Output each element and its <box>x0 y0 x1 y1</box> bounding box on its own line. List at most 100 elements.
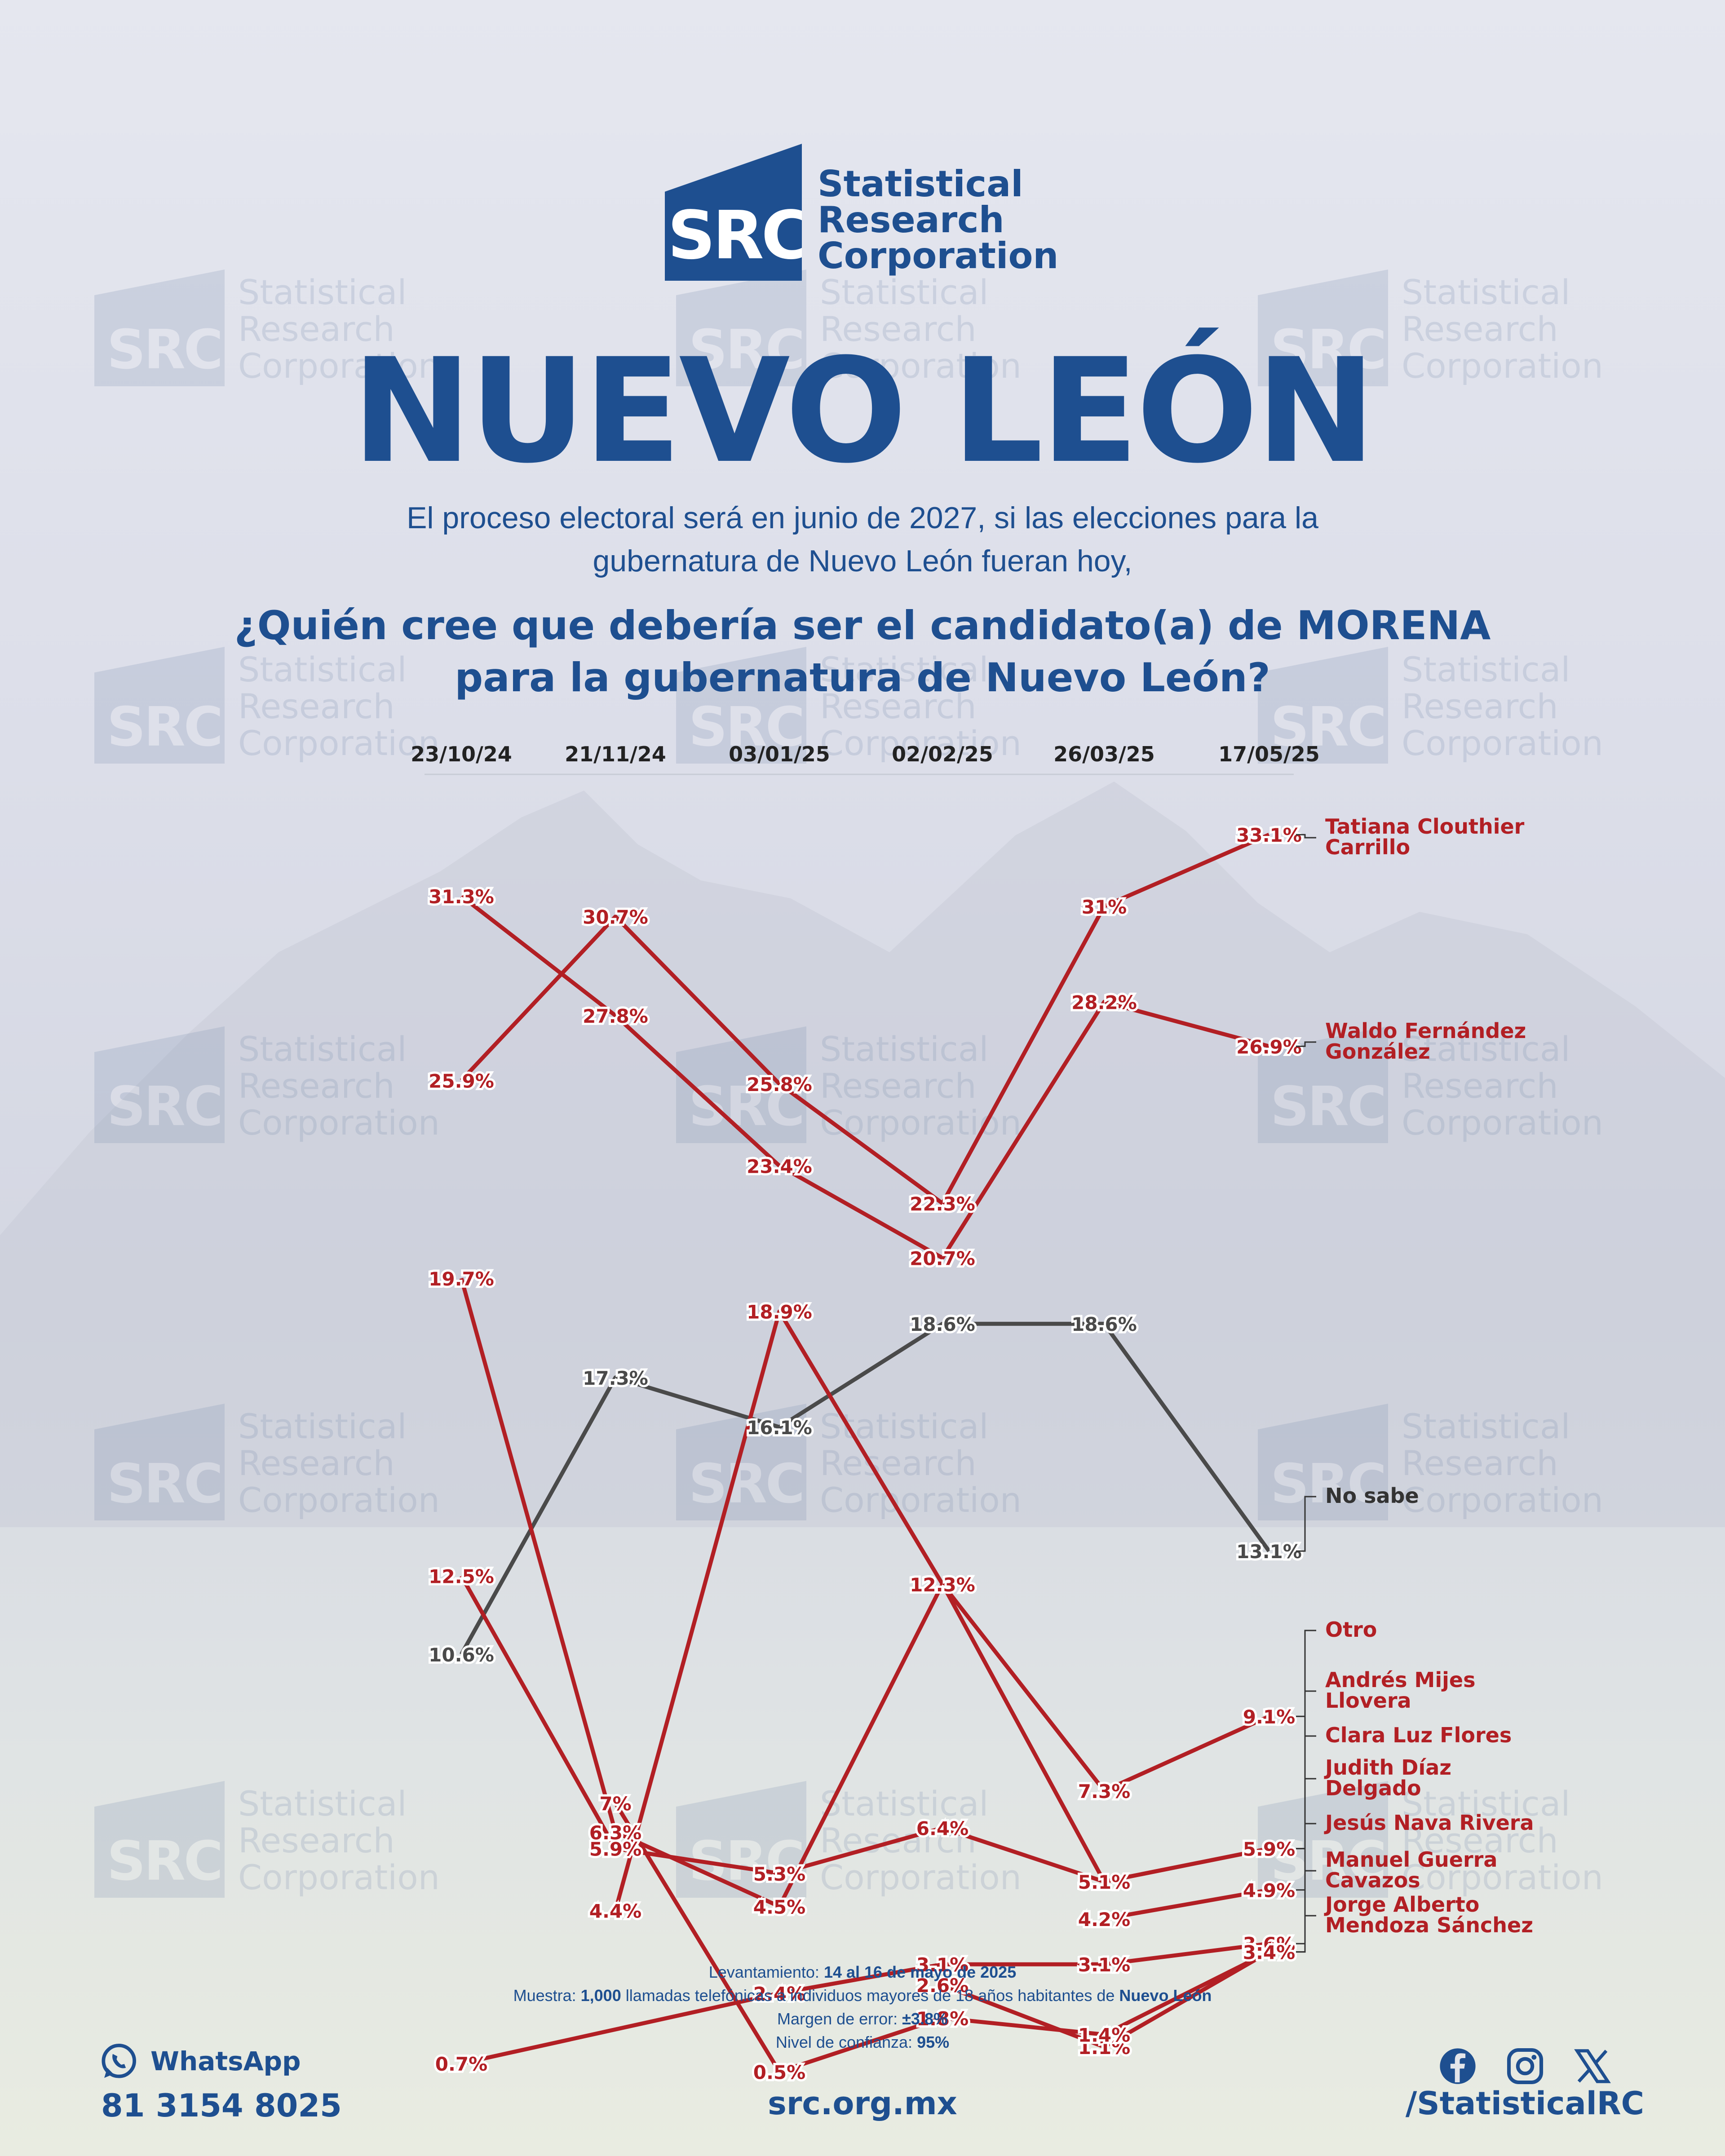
social-handle[interactable]: /StatisticalRC <box>1405 2085 1644 2122</box>
data-label: 17.3% <box>583 1367 648 1389</box>
data-label: 19.7% <box>429 1268 494 1290</box>
watermark-logo: SRC Statistical Research Corporation <box>94 1395 481 1529</box>
watermark-line: Corporation <box>820 1857 1022 1897</box>
watermark-logo: SRC Statistical Research Corporation <box>94 1017 481 1152</box>
series-line <box>460 894 1270 1260</box>
watermark-line: Corporation <box>1402 1857 1603 1897</box>
series-name-label: Tatiana Clouthier <box>1325 814 1525 839</box>
data-label: 31.3% <box>429 886 494 908</box>
watermark-text: Statistical Research Corporation <box>820 1785 1022 1896</box>
x-axis: 23/10/24 21/11/24 03/01/25 02/02/25 26/03/25… <box>411 742 1320 775</box>
logo-line-3: Corporation <box>818 235 1059 277</box>
series-name-label: Llovera <box>1325 1688 1411 1713</box>
question-line-2: para la gubernatura de Nuevo León? <box>455 654 1270 701</box>
instagram-icon[interactable] <box>1505 2046 1545 2086</box>
watermark-line: Corporation <box>238 723 440 763</box>
series-line <box>461 1941 1269 2066</box>
watermark-logo: SRC Statistical Research Corporation <box>94 1772 481 1907</box>
watermark-text: Statistical Research Corporation <box>1402 1031 1603 1141</box>
series-name-label: Otro <box>1325 1617 1377 1642</box>
watermark-line: Research <box>1402 1820 1558 1860</box>
data-label: 4.4% <box>589 1900 641 1922</box>
watermark-line: Statistical <box>1402 649 1570 689</box>
series-line <box>460 833 1270 1206</box>
levantamiento-value: 14 al 16 de mayo de 2025 <box>823 1963 1017 1981</box>
facebook-icon[interactable] <box>1438 2046 1478 2086</box>
data-label: 1.1% <box>1078 2037 1130 2059</box>
data-label: 9.1% <box>1243 1706 1295 1728</box>
intro-text: El proceso electoral será en junio de 20… <box>323 496 1402 583</box>
series-name-label: Clara Luz Flores <box>1325 1723 1512 1747</box>
margen-value: ±3.8% <box>902 2010 948 2028</box>
series-name-label: Delgado <box>1325 1776 1421 1800</box>
data-label: 23.4% <box>747 1155 812 1177</box>
data-label: 20.7% <box>910 1248 975 1270</box>
data-label: 7.3% <box>1078 1780 1130 1803</box>
watermark-text: Statistical Research Corporation <box>1402 651 1603 762</box>
data-label: 27.8% <box>583 1005 648 1027</box>
x-tick-label: 03/01/25 <box>729 742 830 766</box>
data-label: 12.5% <box>429 1565 494 1587</box>
mountain-background <box>0 782 1725 1527</box>
end-connector <box>1296 1630 1316 1717</box>
watermark-text: Statistical Research Corporation <box>238 651 440 762</box>
intro-line-2: gubernatura de Nuevo León fueran hoy, <box>593 544 1132 578</box>
watermark-text: Statistical Research Corporation <box>238 274 440 384</box>
watermark-line: Statistical <box>238 1406 407 1446</box>
end-connector <box>1296 1690 1316 1850</box>
data-label: 33.1% <box>1236 824 1302 846</box>
whatsapp-number[interactable]: 81 3154 8025 <box>101 2087 342 2124</box>
series-line <box>942 1950 1270 2049</box>
data-label: 3.6% <box>1243 1933 1295 1955</box>
data-label: 22.3% <box>910 1193 975 1215</box>
levantamiento-line: Levantamiento: 14 al 16 de mayo de 2025 <box>0 1961 1725 1984</box>
watermark-abbr: SRC <box>689 696 805 759</box>
levantamiento-label: Levantamiento: <box>708 1963 824 1981</box>
data-label: 13.1% <box>1236 1541 1302 1563</box>
margen-label: Margen de error: <box>777 2010 902 2028</box>
watermark-logo: SRC Statistical Research Corporation <box>94 638 481 773</box>
data-label: 2.6% <box>916 1975 969 1997</box>
watermark-logo: SRC Statistical Research Corporation <box>676 261 1062 395</box>
series-lines <box>459 833 1271 2074</box>
end-connector <box>1296 1496 1316 1552</box>
watermark-line: Statistical <box>1402 1029 1570 1069</box>
social-links: /StatisticalRC <box>1406 2039 1644 2129</box>
end-connector <box>1296 1915 1316 1953</box>
end-connector <box>1296 1778 1316 1891</box>
data-label: 3.1% <box>916 1954 969 1976</box>
watermark-logo: SRC Statistical Research Corporation <box>94 261 481 395</box>
series-name-label: Jesús Nava Rivera <box>1324 1811 1534 1835</box>
x-icon[interactable] <box>1572 2046 1613 2086</box>
data-label: 25.9% <box>429 1070 494 1092</box>
watermark-logo: SRC Statistical Research Corporation <box>1258 1772 1644 1907</box>
watermark-line: Corporation <box>820 346 1022 386</box>
series-name-label: Carrillo <box>1325 835 1410 859</box>
watermark-abbr: SRC <box>1270 1076 1387 1138</box>
watermark-abbr: SRC <box>107 319 223 381</box>
watermark-text: Statistical Research Corporation <box>1402 274 1603 384</box>
data-label: 6.3% <box>589 1822 641 1844</box>
data-label: 3.1% <box>1078 1954 1130 1976</box>
data-label: 18.9% <box>747 1301 812 1323</box>
website-link[interactable]: src.org.mx <box>768 2085 957 2122</box>
series-line <box>459 1277 1270 1909</box>
muestra-place: Nuevo León <box>1119 1986 1212 2005</box>
end-connector <box>1296 1041 1316 1047</box>
watermark-line: Research <box>1402 1066 1558 1106</box>
nivel-value: 95% <box>917 2033 950 2051</box>
watermark-abbr: SRC <box>107 1076 223 1138</box>
logo-abbr: SRC <box>668 197 808 274</box>
series-name-label: Cavazos <box>1325 1868 1420 1892</box>
series-name-label: Waldo Fernández <box>1325 1019 1526 1043</box>
watermark-logo: SRC Statistical Research Corporation <box>676 638 1062 773</box>
data-label: 18.6% <box>1071 1313 1137 1335</box>
data-label: 3.4% <box>1243 1942 1295 1964</box>
watermark-line: Statistical <box>1402 1406 1570 1446</box>
series-name-label: González <box>1325 1039 1430 1064</box>
logo-text: Statistical Research Corporation <box>818 166 1058 274</box>
watermark-text: Statistical Research Corporation <box>238 1785 440 1896</box>
series-line <box>1104 1888 1269 1921</box>
